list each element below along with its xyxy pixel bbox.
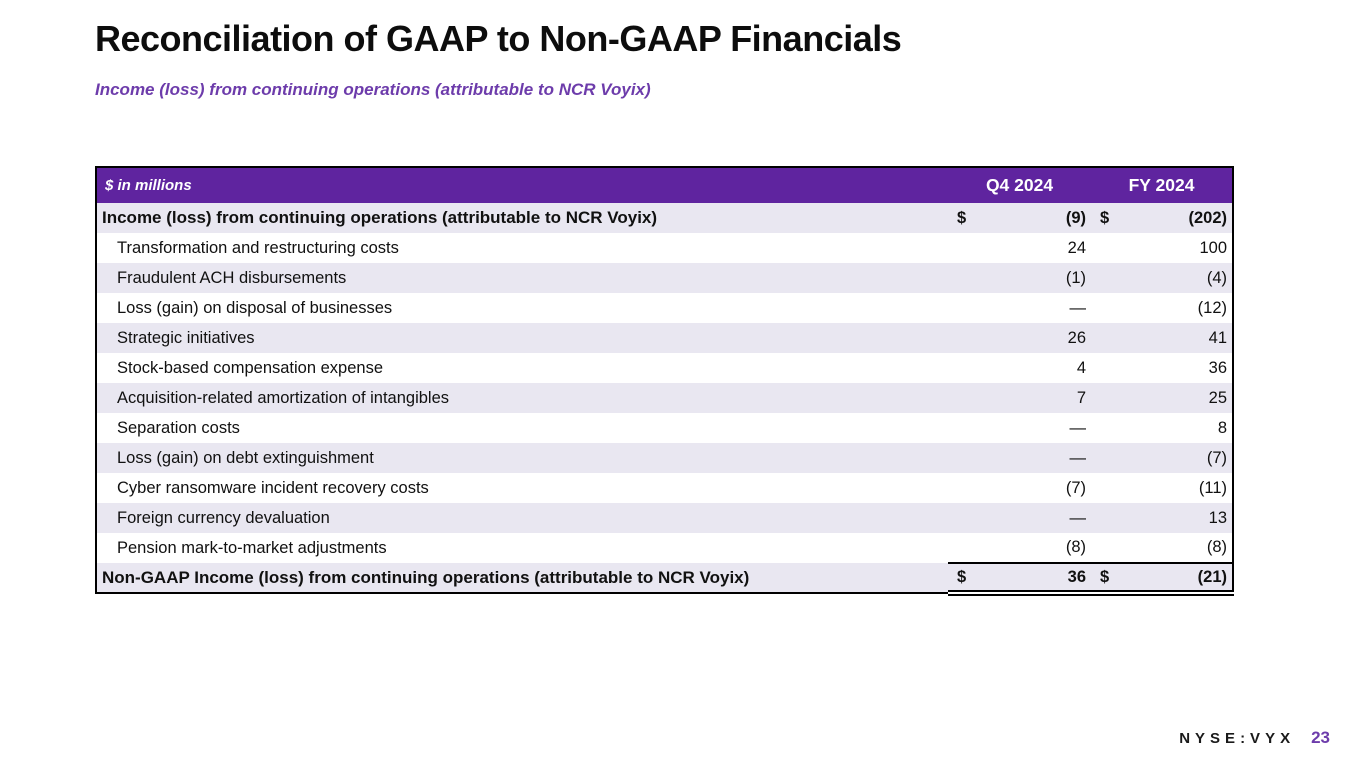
fy-currency-symbol xyxy=(1091,323,1119,353)
q4-value: (9) xyxy=(1065,208,1087,227)
page-number: 23 xyxy=(1311,728,1330,747)
fy-value: 100 xyxy=(1199,238,1228,257)
q4-value: — xyxy=(1069,508,1087,527)
table-row: Cyber ransomware incident recovery costs… xyxy=(96,473,1234,503)
row-label: Non-GAAP Income (loss) from continuing o… xyxy=(102,567,750,587)
q4-currency-symbol xyxy=(948,443,976,473)
row-label: Cyber ransomware incident recovery costs xyxy=(117,478,429,497)
unit-label: $ in millions xyxy=(105,177,192,194)
fy-currency-symbol xyxy=(1091,233,1119,263)
q4-value: — xyxy=(1069,298,1087,317)
q4-value: 7 xyxy=(1076,388,1087,407)
fy-currency-symbol xyxy=(1091,533,1119,563)
q4-currency-symbol: $ xyxy=(948,562,976,596)
row-label: Separation costs xyxy=(117,418,240,437)
q4-currency-symbol xyxy=(948,413,976,443)
row-label: Strategic initiatives xyxy=(117,328,255,347)
row-label: Loss (gain) on debt extinguishment xyxy=(117,448,374,467)
table-row: Separation costs — 8 xyxy=(96,413,1234,443)
fy-value: (12) xyxy=(1197,298,1228,317)
fy-currency-symbol xyxy=(1091,503,1119,533)
fy-currency-symbol xyxy=(1091,353,1119,383)
page-subtitle: Income (loss) from continuing operations… xyxy=(95,80,651,99)
q4-value: 24 xyxy=(1067,238,1087,257)
q4-currency-symbol: $ xyxy=(957,208,967,227)
row-label: Foreign currency devaluation xyxy=(117,508,330,527)
q4-value: (7) xyxy=(1065,478,1087,497)
q4-currency-symbol xyxy=(948,233,976,263)
fy-value: 41 xyxy=(1208,328,1228,347)
fy-currency-symbol: $ xyxy=(1100,208,1110,227)
fy-value: 13 xyxy=(1208,508,1228,527)
fy-currency-symbol xyxy=(1091,473,1119,503)
row-label: Fraudulent ACH disbursements xyxy=(117,268,347,287)
row-label: Acquisition-related amortization of inta… xyxy=(117,388,450,407)
gaap-reconciliation-table: $ in millions Q4 2024 FY 2024 Income (lo… xyxy=(95,166,1235,596)
table-total-row: Non-GAAP Income (loss) from continuing o… xyxy=(96,562,1234,596)
row-label: Pension mark-to-market adjustments xyxy=(117,538,387,557)
q4-value: (1) xyxy=(1065,268,1087,287)
row-label: Stock-based compensation expense xyxy=(117,358,383,377)
fy-value: (21) xyxy=(1119,562,1234,596)
fy-value: (8) xyxy=(1206,538,1228,556)
q4-value: — xyxy=(1069,448,1087,467)
fy-value: (7) xyxy=(1206,448,1228,467)
ticker-label: NYSE:VYX xyxy=(1179,730,1296,747)
q4-value: 36 xyxy=(976,562,1092,596)
q4-currency-symbol xyxy=(948,353,976,383)
fy-value: 36 xyxy=(1208,358,1228,377)
row-label: Transformation and restructuring costs xyxy=(117,238,399,257)
table-row: Pension mark-to-market adjustments (8) (8) xyxy=(96,533,1234,563)
q4-currency-symbol xyxy=(948,473,976,503)
table-header-row: $ in millions Q4 2024 FY 2024 xyxy=(96,167,1234,203)
fy-currency-symbol xyxy=(1091,443,1119,473)
table-row: Fraudulent ACH disbursements (1) (4) xyxy=(96,263,1234,293)
fy-value: (4) xyxy=(1206,268,1228,287)
q4-value: (8) xyxy=(1065,538,1087,556)
q4-value: — xyxy=(1069,418,1087,437)
q4-value: 26 xyxy=(1067,328,1087,347)
fy-currency-symbol xyxy=(1091,413,1119,443)
q4-currency-symbol xyxy=(948,323,976,353)
fy-currency-symbol xyxy=(1091,383,1119,413)
table-row: Loss (gain) on disposal of businesses — (1… xyxy=(96,293,1234,323)
column-header-fy-2024: FY 2024 xyxy=(1128,175,1195,195)
table-row: Income (loss) from continuing operations… xyxy=(96,203,1234,233)
fy-value: 8 xyxy=(1217,418,1228,437)
q4-currency-symbol xyxy=(948,533,976,563)
q4-currency-symbol xyxy=(948,263,976,293)
q4-currency-symbol xyxy=(948,383,976,413)
row-label: Loss (gain) on disposal of businesses xyxy=(117,298,393,317)
table-row: Acquisition-related amortization of inta… xyxy=(96,383,1234,413)
q4-currency-symbol xyxy=(948,293,976,323)
row-label: Income (loss) from continuing operations… xyxy=(102,208,658,227)
fy-currency-symbol xyxy=(1091,263,1119,293)
table-row: Transformation and restructuring costs 24… xyxy=(96,233,1234,263)
fy-value: 25 xyxy=(1208,388,1228,407)
fy-value: (11) xyxy=(1198,478,1228,497)
q4-value: 4 xyxy=(1076,358,1087,377)
page-title: Reconciliation of GAAP to Non-GAAP Finan… xyxy=(95,18,902,59)
fy-currency-symbol: $ xyxy=(1091,562,1120,596)
table-row: Foreign currency devaluation — 13 xyxy=(96,503,1234,533)
fy-value: (202) xyxy=(1188,208,1228,227)
table-row: Loss (gain) on debt extinguishment — (7) xyxy=(96,443,1234,473)
slide-footer: NYSE:VYX 23 xyxy=(1179,728,1330,748)
fy-currency-symbol xyxy=(1091,293,1119,323)
column-header-q4-2024: Q4 2024 xyxy=(985,175,1054,195)
table-row: Strategic initiatives 26 41 xyxy=(96,323,1234,353)
table-row: Stock-based compensation expense 4 36 xyxy=(96,353,1234,383)
q4-currency-symbol xyxy=(948,503,976,533)
